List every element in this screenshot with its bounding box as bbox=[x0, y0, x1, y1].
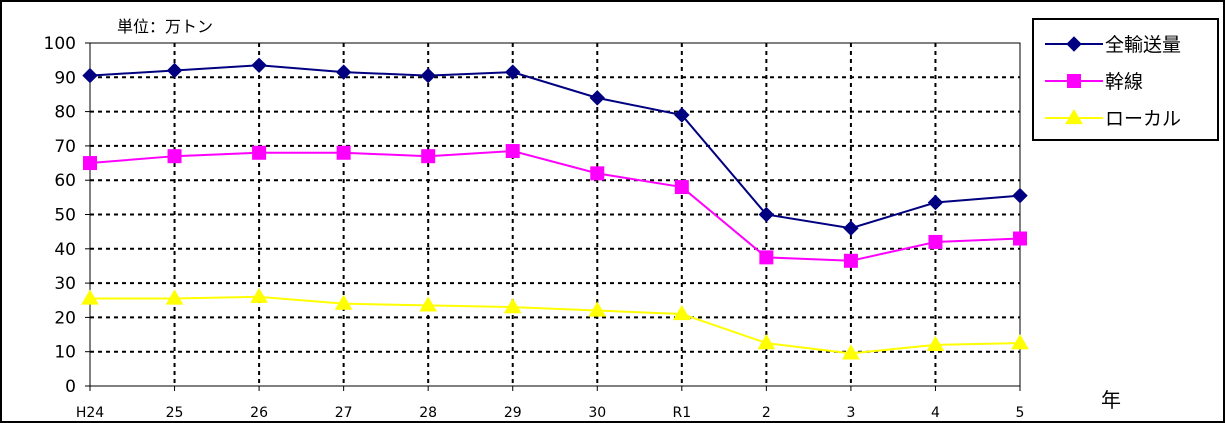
data-point-square bbox=[1067, 74, 1081, 88]
data-point-diamond bbox=[758, 206, 775, 223]
series-line bbox=[89, 150, 1021, 262]
legend-label: 幹線 bbox=[1105, 71, 1143, 93]
series-line bbox=[89, 64, 1021, 230]
x-tick-label: H24 bbox=[76, 405, 104, 421]
data-point-triangle bbox=[757, 334, 776, 350]
data-point-square bbox=[167, 149, 182, 164]
data-point-diamond bbox=[927, 194, 944, 211]
data-point-triangle bbox=[250, 287, 268, 303]
data-point-diamond bbox=[82, 67, 98, 84]
x-axis: H24 25 26 27 28 29 30 R1 2 3 4 5 bbox=[76, 386, 1025, 421]
data-point-diamond bbox=[251, 57, 267, 74]
data-point-square bbox=[421, 149, 436, 164]
data-point-triangle bbox=[672, 304, 691, 321]
data-point-triangle bbox=[842, 344, 860, 360]
x-tick-label: 25 bbox=[166, 405, 184, 421]
x-tick-label: 27 bbox=[335, 405, 353, 421]
legend-item: 全輸送量 bbox=[1045, 34, 1181, 56]
data-point-triangle bbox=[926, 335, 945, 351]
data-point-triangle bbox=[1011, 334, 1029, 350]
data-point-square bbox=[759, 250, 774, 265]
data-point-triangle bbox=[419, 296, 438, 312]
data-point-square bbox=[83, 156, 97, 171]
data-point-diamond bbox=[335, 64, 352, 80]
series-group bbox=[83, 144, 1027, 268]
x-tick-label: 2 bbox=[762, 405, 771, 421]
data-point-triangle bbox=[81, 289, 99, 305]
data-point-diamond bbox=[589, 90, 605, 106]
y-tick-label: 60 bbox=[54, 171, 76, 191]
legend-item: 幹線 bbox=[1045, 71, 1143, 93]
legend-box bbox=[1032, 18, 1219, 141]
legend-item: ローカル bbox=[1045, 108, 1181, 130]
x-tick-label: 3 bbox=[846, 405, 855, 421]
data-point-diamond bbox=[843, 220, 859, 236]
data-point-triangle bbox=[503, 298, 522, 314]
x-tick-label: 5 bbox=[1016, 405, 1025, 421]
data-point-diamond bbox=[674, 107, 690, 123]
y-tick-label: 100 bbox=[44, 34, 76, 54]
data-point-square bbox=[505, 144, 520, 159]
data-point-triangle bbox=[588, 301, 607, 317]
y-tick-label: 20 bbox=[54, 308, 76, 328]
unit-label: 単位：万トン bbox=[117, 17, 213, 36]
data-point-square bbox=[674, 180, 689, 195]
data-point-square bbox=[336, 145, 351, 160]
series-group bbox=[81, 287, 1029, 360]
x-tick-label: 26 bbox=[250, 405, 268, 421]
y-tick-label: 40 bbox=[54, 240, 76, 260]
x-tick-label: 28 bbox=[419, 405, 437, 421]
series bbox=[81, 57, 1029, 360]
legend-label: 全輸送量 bbox=[1105, 34, 1181, 56]
y-tick-label: 0 bbox=[65, 377, 76, 397]
x-tick-label: 30 bbox=[588, 405, 606, 421]
y-tick-label: 30 bbox=[54, 274, 76, 294]
data-point-square bbox=[590, 166, 605, 181]
data-point-diamond bbox=[1012, 187, 1028, 204]
y-tick-label: 70 bbox=[54, 137, 76, 157]
data-point-diamond bbox=[166, 62, 183, 79]
data-point-diamond bbox=[420, 67, 436, 84]
y-tick-label: 50 bbox=[54, 206, 76, 226]
y-tick-label: 90 bbox=[54, 68, 76, 88]
data-point-diamond bbox=[1066, 36, 1082, 52]
data-point-square bbox=[843, 253, 858, 268]
x-tick-label: 29 bbox=[504, 405, 522, 421]
data-point-triangle bbox=[334, 294, 353, 310]
data-point-triangle bbox=[165, 289, 184, 305]
x-tick-label: R1 bbox=[672, 405, 691, 421]
legend-label: ローカル bbox=[1105, 108, 1181, 130]
x-tick-label: 4 bbox=[931, 405, 940, 421]
y-axis: 0 10 20 30 40 50 60 70 80 90 100 bbox=[44, 34, 90, 397]
data-point-diamond bbox=[505, 64, 521, 80]
y-tick-label: 10 bbox=[54, 343, 76, 363]
data-point-triangle bbox=[1065, 109, 1083, 125]
x-unit-label: 年 bbox=[1101, 388, 1121, 412]
y-tick-label: 80 bbox=[54, 103, 76, 123]
data-point-square bbox=[252, 145, 267, 160]
data-point-square bbox=[928, 234, 943, 249]
series-line bbox=[90, 295, 1021, 355]
series-group bbox=[82, 57, 1028, 236]
data-point-square bbox=[1013, 231, 1027, 246]
